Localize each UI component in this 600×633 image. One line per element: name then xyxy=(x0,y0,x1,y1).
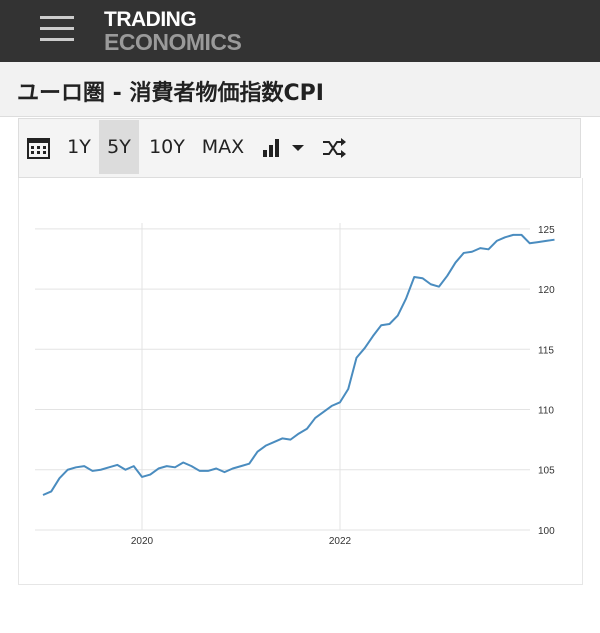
calendar-icon[interactable] xyxy=(27,136,51,160)
range-button[interactable]: 10Y xyxy=(149,136,185,158)
y-tick-label: 105 xyxy=(538,466,555,477)
y-tick-label: 125 xyxy=(538,225,555,236)
y-tick-label: 110 xyxy=(538,406,554,417)
chart-type-icon[interactable] xyxy=(262,136,312,160)
y-tick-label: 120 xyxy=(538,285,555,296)
toolbar: 1Y 5Y 10Y MAX xyxy=(18,118,581,178)
logo-top[interactable]: TRADING xyxy=(104,8,197,31)
x-tick-label: 2020 xyxy=(131,536,154,547)
logo-bottom[interactable]: ECONOMICS xyxy=(104,29,242,55)
range-button[interactable]: 1Y xyxy=(67,136,91,158)
range-button[interactable]: MAX xyxy=(201,136,245,158)
chart-container xyxy=(18,178,583,585)
y-tick-label: 115 xyxy=(538,345,554,356)
range-button[interactable]: 5Y xyxy=(99,120,139,174)
compare-icon[interactable] xyxy=(321,136,347,160)
line-series xyxy=(42,233,555,496)
page-title: ユーロ圏 - 消費者物価指数CPI xyxy=(17,81,324,106)
top-bar: TRADING ECONOMICS xyxy=(0,0,600,62)
menu-icon[interactable] xyxy=(40,14,76,44)
y-tick-label: 100 xyxy=(538,526,555,537)
x-tick-label: 2022 xyxy=(329,536,352,547)
title-bar: ユーロ圏 - 消費者物価指数CPI xyxy=(0,62,600,117)
